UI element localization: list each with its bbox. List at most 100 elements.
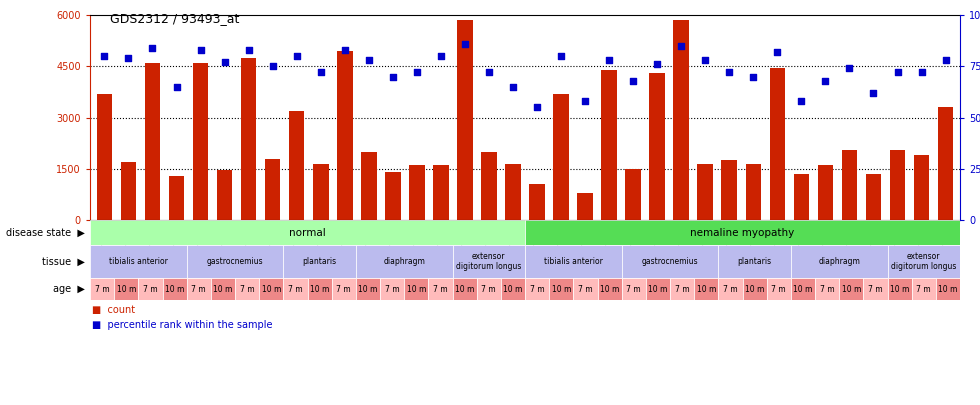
Bar xyxy=(573,278,598,300)
Bar xyxy=(265,158,280,220)
Bar xyxy=(138,278,163,300)
Text: 7 m: 7 m xyxy=(143,284,158,294)
Point xyxy=(121,55,136,61)
Bar xyxy=(525,245,621,278)
Text: tissue  ▶: tissue ▶ xyxy=(42,256,85,266)
Text: 10 m: 10 m xyxy=(697,284,716,294)
Point xyxy=(698,57,713,63)
Bar xyxy=(313,164,328,220)
Bar xyxy=(169,176,184,220)
Bar xyxy=(936,278,960,300)
Bar xyxy=(791,278,815,300)
Bar xyxy=(890,150,906,220)
Bar xyxy=(938,107,954,220)
Bar xyxy=(380,278,404,300)
Bar xyxy=(743,278,766,300)
Point xyxy=(457,40,472,47)
Text: 10 m: 10 m xyxy=(938,284,957,294)
Text: tibialis anterior: tibialis anterior xyxy=(544,257,603,266)
Text: 10 m: 10 m xyxy=(117,284,136,294)
Bar xyxy=(888,278,911,300)
Text: nemaline myopathy: nemaline myopathy xyxy=(690,228,795,237)
Bar xyxy=(453,278,476,300)
Bar xyxy=(670,278,694,300)
Point xyxy=(602,57,617,63)
Text: gastrocnemius: gastrocnemius xyxy=(207,257,264,266)
Text: extensor
digitorum longus: extensor digitorum longus xyxy=(891,252,956,271)
Text: 7 m: 7 m xyxy=(433,284,448,294)
Bar xyxy=(308,278,331,300)
Text: 7 m: 7 m xyxy=(675,284,689,294)
Text: ■  count: ■ count xyxy=(92,305,135,315)
Bar xyxy=(694,278,718,300)
Bar xyxy=(241,58,257,220)
Bar xyxy=(650,73,665,220)
Point xyxy=(145,45,161,51)
Point xyxy=(721,69,737,76)
Text: 10 m: 10 m xyxy=(214,284,232,294)
Point xyxy=(794,98,809,104)
Bar xyxy=(90,220,525,245)
Text: 7 m: 7 m xyxy=(820,284,834,294)
Bar xyxy=(211,278,235,300)
Text: ■  percentile rank within the sample: ■ percentile rank within the sample xyxy=(92,320,272,330)
Point xyxy=(577,98,593,104)
Text: extensor
digitorum longus: extensor digitorum longus xyxy=(456,252,521,271)
Text: 7 m: 7 m xyxy=(481,284,496,294)
Bar xyxy=(457,20,472,220)
Point xyxy=(361,57,376,63)
Bar xyxy=(404,278,428,300)
Bar xyxy=(409,165,424,220)
Text: GDS2312 / 93493_at: GDS2312 / 93493_at xyxy=(110,12,239,25)
Bar xyxy=(621,245,718,278)
Bar xyxy=(839,278,863,300)
Bar xyxy=(356,245,453,278)
Text: 7 m: 7 m xyxy=(385,284,400,294)
Bar xyxy=(815,278,839,300)
Bar xyxy=(385,172,401,220)
Point xyxy=(433,53,449,59)
Point xyxy=(385,73,401,80)
Bar xyxy=(163,278,186,300)
Bar xyxy=(283,278,308,300)
Bar xyxy=(842,150,858,220)
Text: 10 m: 10 m xyxy=(648,284,667,294)
Text: 10 m: 10 m xyxy=(310,284,329,294)
Text: normal: normal xyxy=(289,228,326,237)
Bar xyxy=(356,278,380,300)
Text: 10 m: 10 m xyxy=(455,284,474,294)
Bar xyxy=(481,151,497,220)
Text: 7 m: 7 m xyxy=(578,284,593,294)
Bar xyxy=(186,278,211,300)
Bar xyxy=(766,278,791,300)
Text: 10 m: 10 m xyxy=(407,284,426,294)
Bar xyxy=(865,174,881,220)
Bar xyxy=(911,278,936,300)
Point xyxy=(481,69,497,76)
Text: gastrocnemius: gastrocnemius xyxy=(642,257,699,266)
Text: 7 m: 7 m xyxy=(723,284,738,294)
Bar xyxy=(529,184,545,220)
Bar xyxy=(817,165,833,220)
Point xyxy=(265,63,280,70)
Bar xyxy=(283,245,356,278)
Text: diaphragm: diaphragm xyxy=(383,257,425,266)
Text: 10 m: 10 m xyxy=(262,284,281,294)
Text: 7 m: 7 m xyxy=(240,284,255,294)
Point xyxy=(169,83,184,90)
Bar xyxy=(289,111,305,220)
Bar xyxy=(186,245,283,278)
Point xyxy=(817,77,833,84)
Point xyxy=(505,83,520,90)
Bar xyxy=(331,278,356,300)
Point xyxy=(97,53,113,59)
Bar xyxy=(428,278,453,300)
Bar xyxy=(90,245,186,278)
Text: 10 m: 10 m xyxy=(165,284,184,294)
Point xyxy=(890,69,906,76)
Bar xyxy=(673,20,689,220)
Point xyxy=(625,77,641,84)
Bar xyxy=(337,51,353,220)
Bar xyxy=(433,165,449,220)
Point xyxy=(769,49,785,55)
